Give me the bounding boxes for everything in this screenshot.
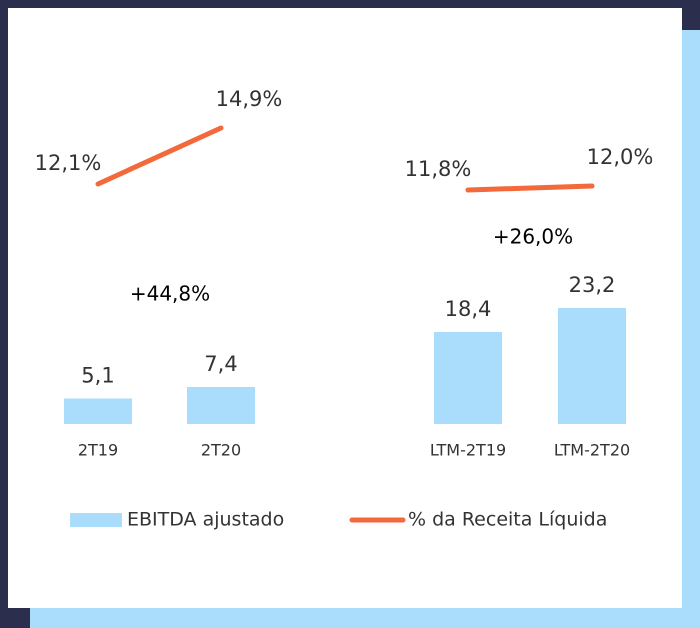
data-label: 5,1: [81, 364, 114, 388]
bar: [558, 308, 626, 424]
data-label: 12,1%: [35, 151, 102, 175]
legend-label: % da Receita Líquida: [408, 509, 607, 531]
line: [95, 125, 224, 187]
decor-strip: [30, 608, 700, 628]
data-label: 11,8%: [405, 157, 472, 181]
data-label: 23,2: [569, 273, 616, 297]
annotation: +26,0%: [493, 225, 573, 249]
bar: [434, 332, 502, 424]
legend-label: EBITDA ajustado: [127, 509, 284, 531]
x-tick-label: LTM-2T19: [430, 441, 506, 460]
data-label: 12,0%: [587, 145, 654, 169]
data-label: 18,4: [445, 297, 492, 321]
annotation: +44,8%: [130, 282, 210, 306]
line: [465, 183, 595, 193]
legend-swatch: [70, 513, 122, 527]
bar: [187, 387, 255, 424]
decor-strip: [682, 30, 700, 628]
x-tick-label: 2T20: [201, 441, 241, 460]
x-tick-label: 2T19: [78, 441, 118, 460]
data-label: 14,9%: [216, 87, 283, 111]
bar: [64, 398, 132, 424]
data-label: 7,4: [204, 352, 237, 376]
x-tick-label: LTM-2T20: [554, 441, 630, 460]
